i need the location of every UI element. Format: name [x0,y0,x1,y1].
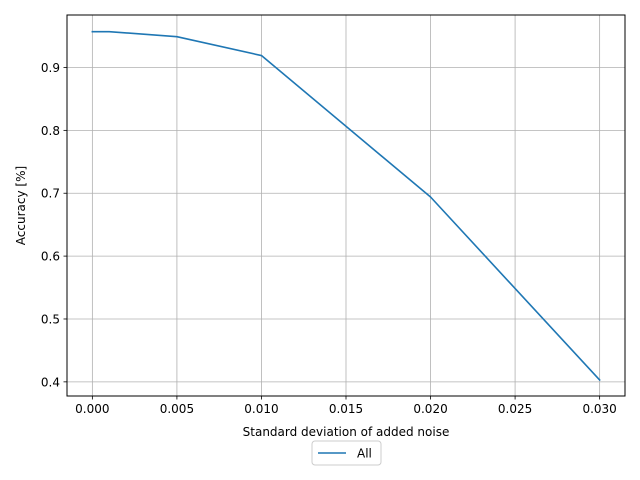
x-tick-label: 0.020 [413,402,447,416]
series-lines [91,30,601,382]
y-tick-label: 0.8 [41,124,60,138]
y-tick-label: 0.4 [41,375,60,389]
x-axis-label: Standard deviation of added noise [243,425,450,439]
y-tick-label: 0.5 [41,312,60,326]
y-tick-label: 0.6 [41,250,60,264]
x-tick-label: 0.025 [498,402,532,416]
y-axis-label: Accuracy [%] [14,166,28,245]
grid-lines [67,15,625,396]
legend-box [311,440,382,466]
x-tick-label: 0.000 [75,402,109,416]
x-tick-label: 0.010 [244,402,278,416]
x-tick-label: 0.005 [160,402,194,416]
axis-ticks: 0.000 0.005 0.010 0.015 0.020 0.025 0.030 0.4 0.… [41,61,617,416]
series-line-all [91,30,601,382]
y-tick-label: 0.9 [41,61,60,75]
x-tick-label: 0.030 [582,402,616,416]
legend: All [311,440,382,466]
y-tick-label: 0.7 [41,187,60,201]
legend-label: All [357,447,372,461]
x-tick-label: 0.015 [329,402,363,416]
